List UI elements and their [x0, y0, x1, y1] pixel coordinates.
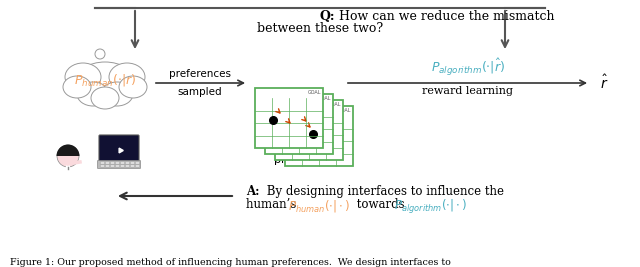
Text: $\hat{r}$: $\hat{r}$ — [600, 74, 609, 92]
Text: dataset: dataset — [283, 143, 325, 153]
Ellipse shape — [91, 87, 119, 109]
FancyBboxPatch shape — [100, 162, 105, 164]
FancyBboxPatch shape — [106, 164, 109, 167]
FancyBboxPatch shape — [120, 164, 125, 167]
Text: GOAL: GOAL — [318, 96, 332, 101]
Circle shape — [95, 49, 105, 59]
Text: GOAL: GOAL — [328, 103, 342, 108]
Text: preference: preference — [274, 155, 334, 165]
FancyBboxPatch shape — [110, 164, 115, 167]
Text: preferences: preferences — [169, 69, 231, 79]
Ellipse shape — [63, 76, 91, 98]
Text: A:: A: — [246, 185, 259, 198]
FancyBboxPatch shape — [125, 164, 130, 167]
Text: $P_{algorithm}(\cdot|\cdot)$: $P_{algorithm}(\cdot|\cdot)$ — [394, 198, 467, 216]
Text: Q:: Q: — [320, 10, 335, 23]
Text: $P_{human}(\cdot|\cdot)$: $P_{human}(\cdot|\cdot)$ — [288, 198, 350, 214]
Text: $P_{human}(\cdot|r)$: $P_{human}(\cdot|r)$ — [74, 72, 136, 88]
FancyBboxPatch shape — [97, 160, 141, 168]
Ellipse shape — [77, 82, 109, 106]
FancyBboxPatch shape — [255, 88, 323, 148]
Text: $P_{algorithm}(\cdot|\hat{r})$: $P_{algorithm}(\cdot|\hat{r})$ — [431, 57, 505, 78]
FancyBboxPatch shape — [265, 94, 333, 154]
FancyBboxPatch shape — [135, 162, 140, 164]
Text: reward learning: reward learning — [422, 86, 513, 96]
FancyBboxPatch shape — [115, 162, 120, 164]
FancyBboxPatch shape — [275, 100, 343, 160]
Text: Figure 1: Our proposed method of influencing human preferences.  We design inter: Figure 1: Our proposed method of influen… — [10, 258, 451, 267]
Text: sampled: sampled — [178, 87, 222, 97]
FancyBboxPatch shape — [100, 164, 105, 167]
Ellipse shape — [119, 76, 147, 98]
Text: By designing interfaces to influence the: By designing interfaces to influence the — [263, 185, 504, 198]
FancyBboxPatch shape — [110, 162, 115, 164]
Text: between these two?: between these two? — [257, 22, 383, 35]
FancyBboxPatch shape — [131, 162, 134, 164]
Ellipse shape — [109, 63, 145, 91]
Circle shape — [57, 145, 79, 167]
FancyBboxPatch shape — [131, 164, 134, 167]
Text: GOAL: GOAL — [339, 108, 352, 113]
Ellipse shape — [101, 82, 133, 106]
FancyBboxPatch shape — [125, 162, 130, 164]
FancyBboxPatch shape — [115, 164, 120, 167]
FancyBboxPatch shape — [285, 106, 353, 166]
Text: towards: towards — [353, 198, 408, 211]
Text: human’s: human’s — [246, 198, 300, 211]
Ellipse shape — [75, 62, 135, 102]
FancyBboxPatch shape — [99, 135, 139, 165]
FancyBboxPatch shape — [135, 164, 140, 167]
Ellipse shape — [65, 63, 101, 91]
Text: GOAL: GOAL — [308, 91, 322, 96]
Wedge shape — [56, 144, 79, 156]
FancyBboxPatch shape — [106, 162, 109, 164]
Text: How can we reduce the mismatch: How can we reduce the mismatch — [335, 10, 554, 23]
FancyBboxPatch shape — [120, 162, 125, 164]
